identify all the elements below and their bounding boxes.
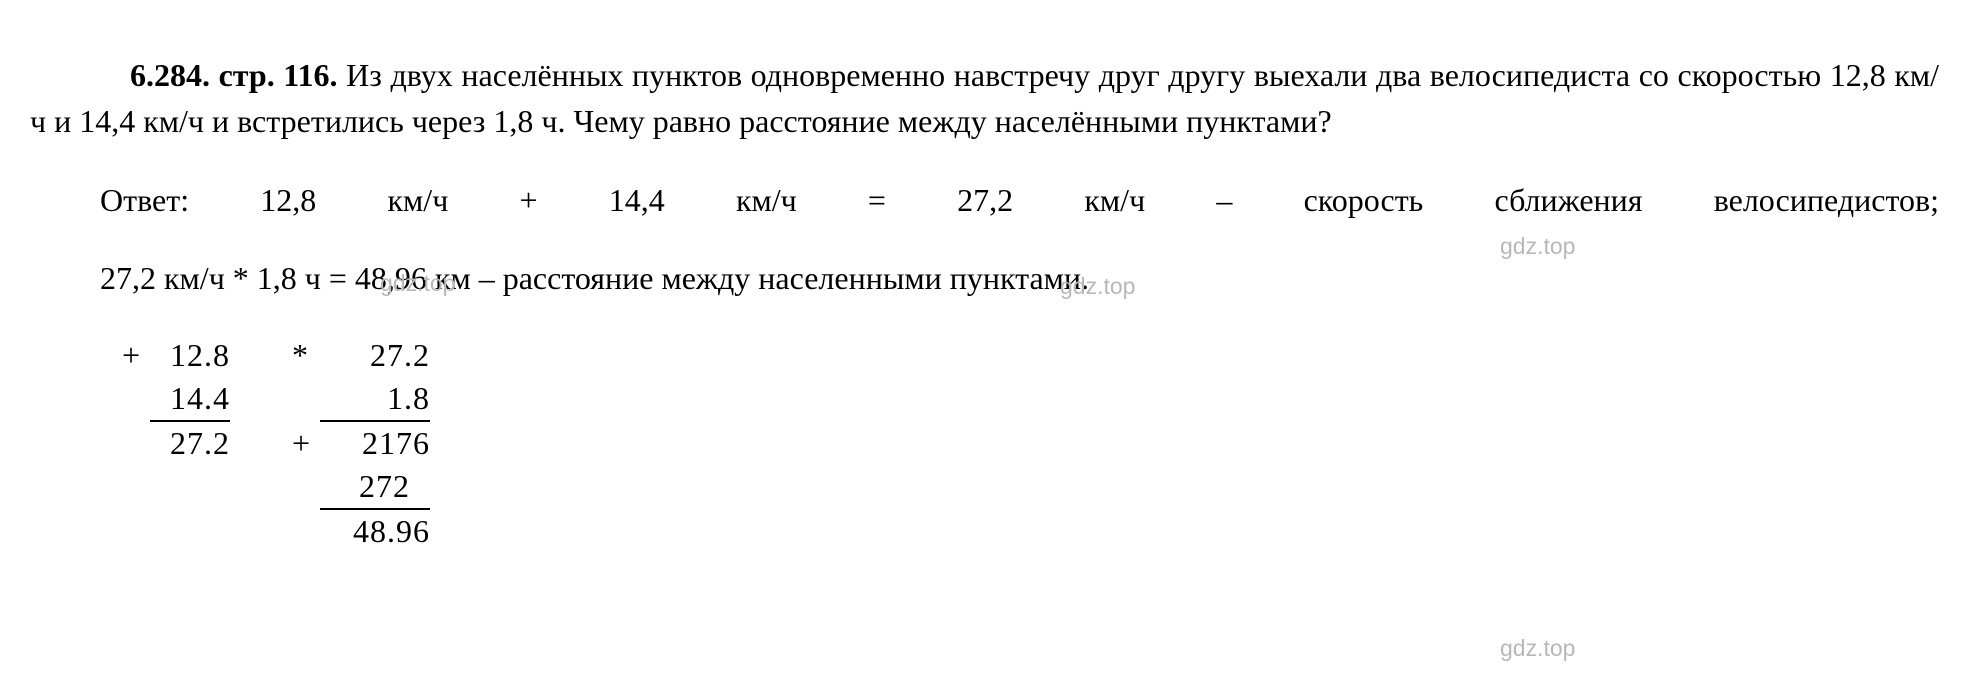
problem-statement: 6.284. стр. 116. Из двух населённых пунк…	[30, 52, 1939, 145]
plus-sign: +	[122, 334, 141, 377]
calculations-area: + 12.8 14.4 27.2 * 27.2 1.8 + 2176 272 4…	[150, 334, 1939, 554]
watermark: gdz.top	[1500, 632, 1575, 665]
mul-row-2: 1.8	[320, 377, 430, 422]
mul-partial-2-val: 272	[359, 468, 410, 504]
multiplication-calculation: * 27.2 1.8 + 2176 272 48.96	[320, 334, 430, 554]
add-row-2: 14.4	[150, 377, 230, 422]
mul-partial-1-val: 2176	[362, 425, 430, 461]
inner-plus-sign: +	[292, 422, 311, 465]
asterisk-sign: *	[292, 334, 309, 377]
document-container: 6.284. стр. 116. Из двух населённых пунк…	[30, 52, 1939, 554]
answer-label: Ответ:	[100, 182, 260, 218]
mul-partial-1: + 2176	[320, 422, 430, 465]
add-result: 27.2	[150, 422, 230, 465]
answer-text-1: 12,8 км/ч + 14,4 км/ч = 27,2 км/ч – скор…	[260, 182, 1939, 218]
answer-line-2: 27,2 км/ч * 1,8 ч = 48,96 км – расстояни…	[30, 255, 1939, 301]
mul-row-1: * 27.2	[320, 334, 430, 377]
add-row-1: + 12.8	[150, 334, 230, 377]
answer-line-1: Ответ: 12,8 км/ч + 14,4 км/ч = 27,2 км/ч…	[30, 177, 1939, 223]
problem-number: 6.284. стр. 116.	[130, 57, 338, 93]
mul-partial-2: 272	[320, 465, 430, 510]
addition-calculation: + 12.8 14.4 27.2	[150, 334, 230, 554]
add-operand-1: 12.8	[170, 337, 230, 373]
mul-result: 48.96	[320, 510, 430, 553]
mul-operand-1: 27.2	[370, 337, 430, 373]
